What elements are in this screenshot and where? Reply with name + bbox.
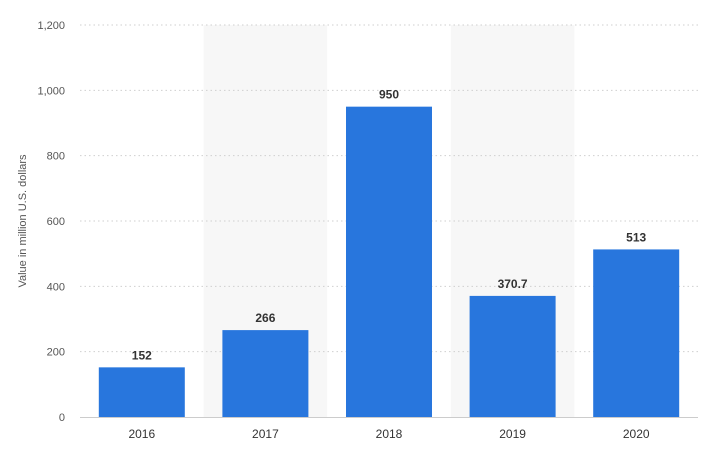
- bar-2018: [346, 106, 432, 418]
- bar-2016: [98, 367, 185, 417]
- y-tick-label-600: 600: [47, 216, 65, 228]
- y-tick-label-1000: 1,000: [37, 85, 65, 97]
- data-label-2018: 950: [379, 88, 399, 102]
- bar-2019: [469, 295, 556, 417]
- data-label-2016: 152: [132, 348, 152, 362]
- bar-2017: [222, 330, 309, 417]
- x-tick-label-2020: 2020: [623, 427, 650, 441]
- bar-2020: [593, 249, 680, 417]
- y-tick-label-800: 800: [47, 151, 65, 163]
- bars: [98, 106, 680, 418]
- y-axis-label: Value in million U.S. dollars: [17, 154, 29, 288]
- x-tick-label-2017: 2017: [252, 427, 279, 441]
- y-tick-label-1200: 1,200: [37, 20, 65, 32]
- x-tick-label-2019: 2019: [499, 427, 526, 441]
- data-label-2019: 370.7: [498, 277, 528, 291]
- x-tick-label-2018: 2018: [376, 427, 403, 441]
- y-axis-tick-labels: 0 200 400 600 800 1,000 1,200: [37, 20, 65, 424]
- x-axis-tick-labels: 2016 2017 2018 2019 2020: [128, 427, 649, 441]
- data-label-2020: 513: [626, 230, 646, 244]
- y-tick-label-400: 400: [47, 281, 65, 293]
- y-tick-label-0: 0: [59, 412, 65, 424]
- data-label-2017: 266: [255, 311, 275, 325]
- y-tick-label-200: 200: [47, 347, 65, 359]
- data-labels: 152 266 950 370.7 513: [132, 88, 647, 363]
- x-tick-label-2016: 2016: [128, 427, 155, 441]
